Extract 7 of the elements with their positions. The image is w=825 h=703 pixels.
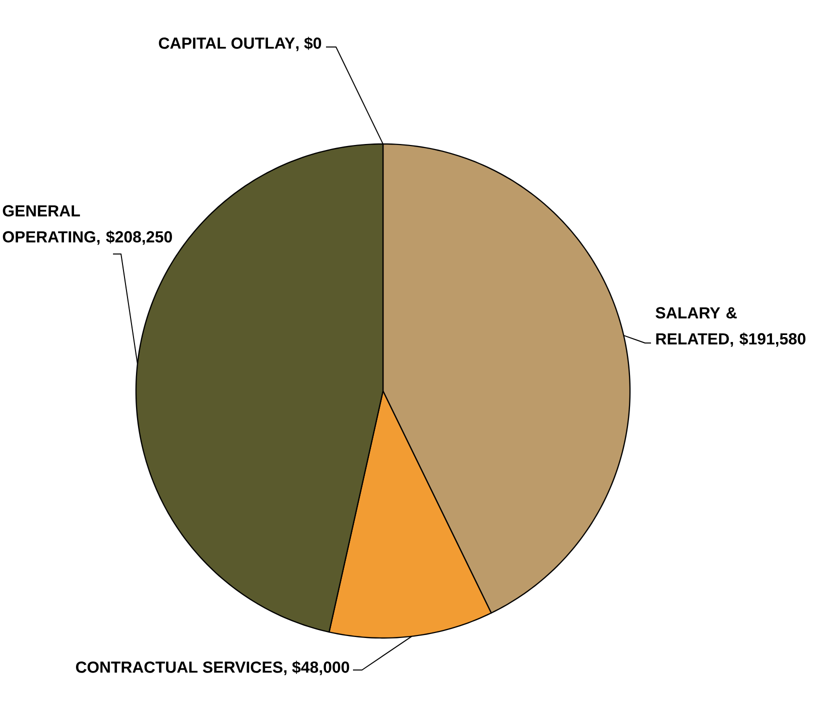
- slice-label: CONTRACTUAL SERVICES: [76, 662, 282, 673]
- category-label: CAPITAL OUTLAY: [158, 38, 295, 49]
- data-label: , $208,250: [97, 230, 172, 245]
- data-label: , $48,000: [284, 660, 350, 676]
- data-label: , $191,580: [730, 332, 806, 347]
- slice-label: GENERAL OPERATING: [2, 205, 96, 242]
- text: , $0: [296, 36, 322, 52]
